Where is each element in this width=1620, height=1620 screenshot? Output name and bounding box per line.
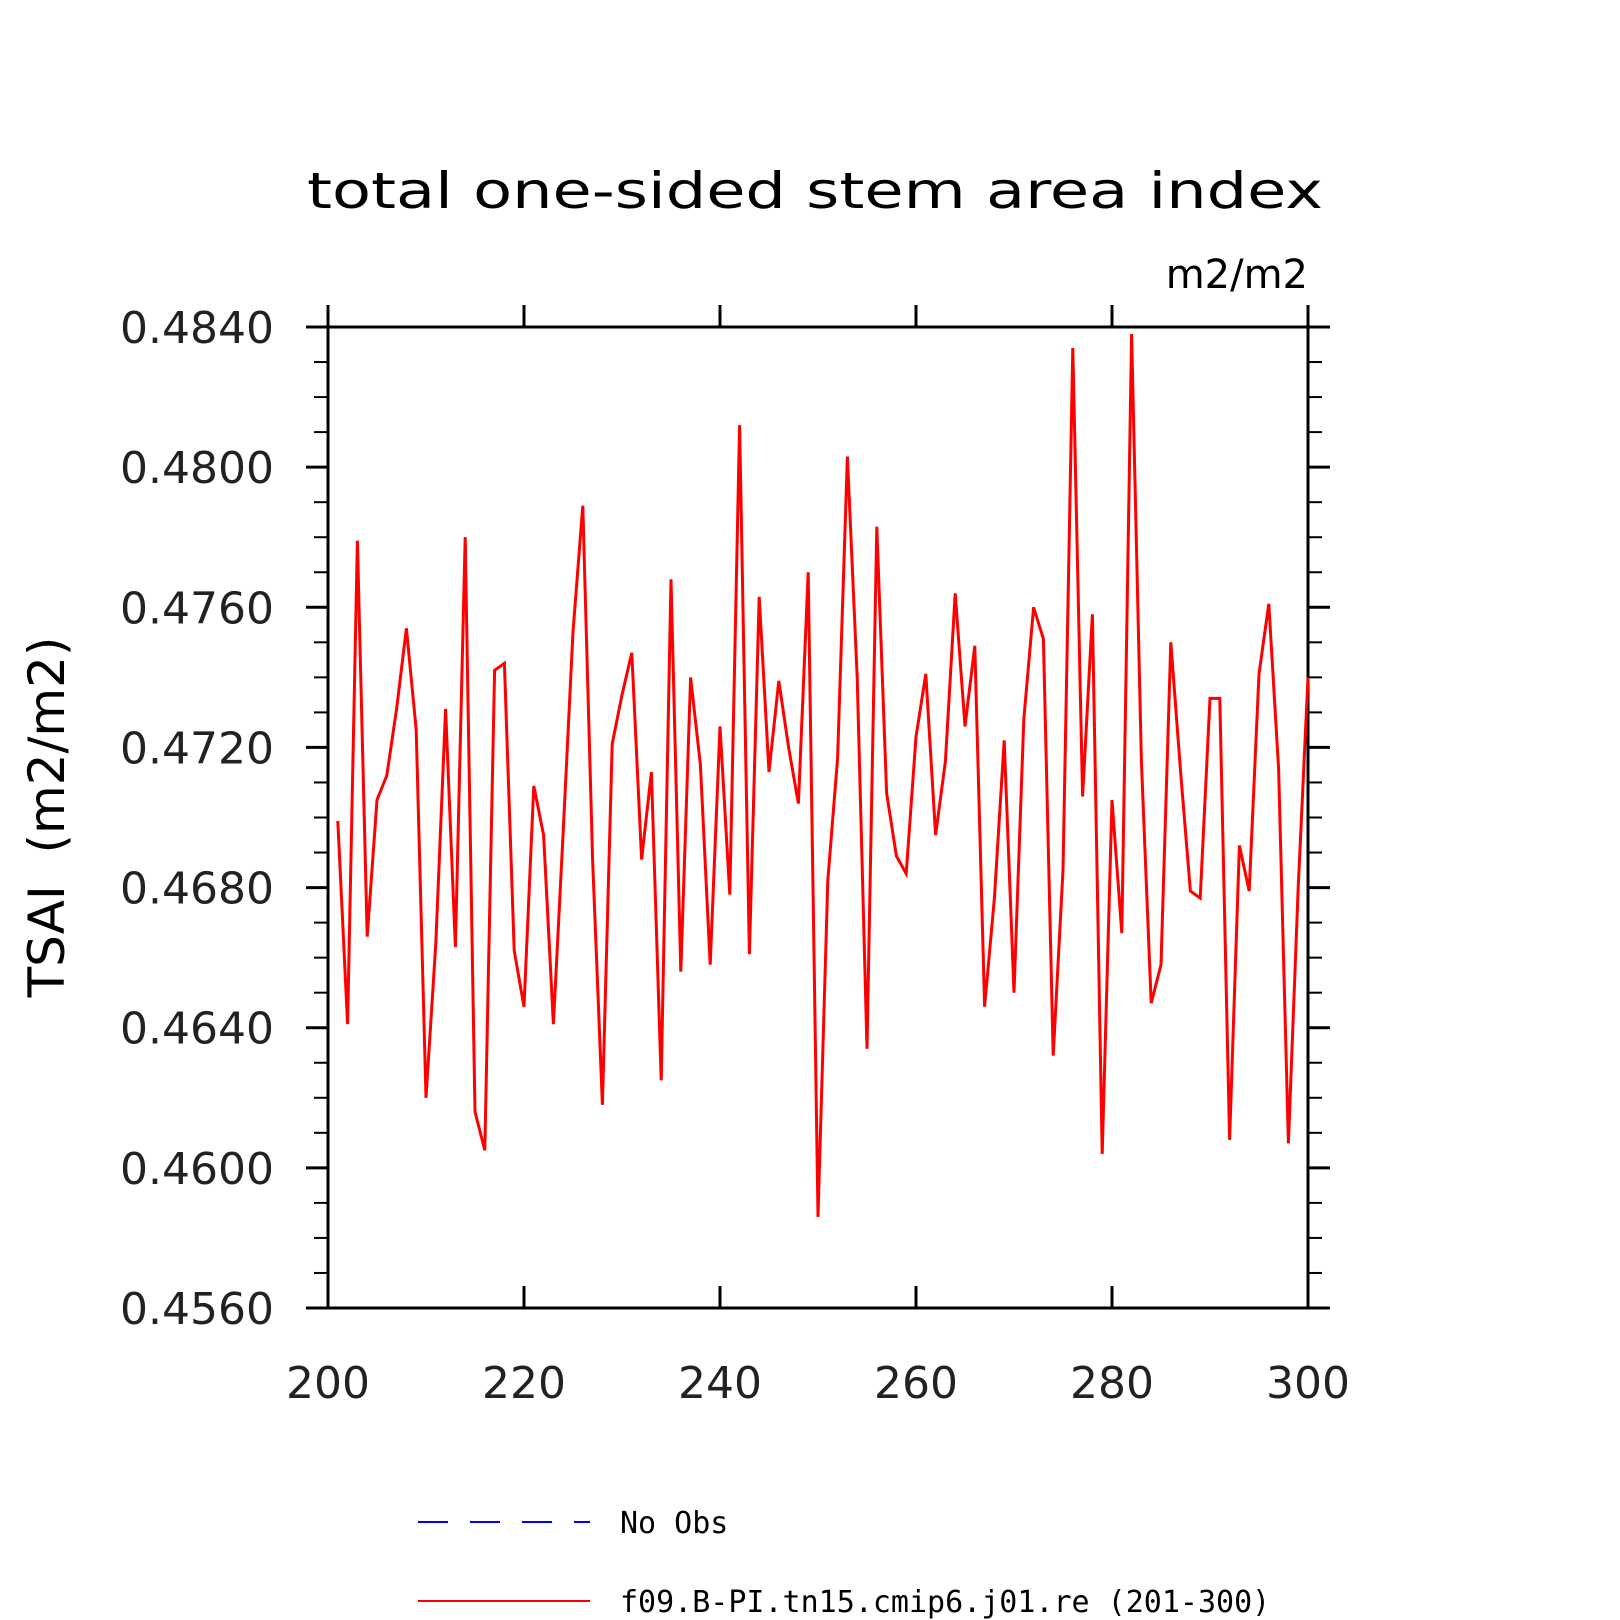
series-line bbox=[336, 333, 1310, 1217]
legend-label: No Obs bbox=[620, 1506, 728, 1541]
y-tick-label: 0.4680 bbox=[120, 864, 274, 915]
chart-title: total one-sided stem area index bbox=[307, 162, 1323, 220]
x-tick-label: 260 bbox=[874, 1358, 958, 1409]
x-tick-label: 200 bbox=[286, 1358, 370, 1409]
y-tick-label: 0.4560 bbox=[120, 1284, 274, 1335]
x-tick-label: 220 bbox=[482, 1358, 566, 1409]
y-tick-label: 0.4640 bbox=[120, 1004, 274, 1055]
x-axis: 200 220 240 260 280 300 bbox=[286, 305, 1350, 1409]
x-tick-label: 280 bbox=[1070, 1358, 1154, 1409]
legend-label: f09.B-PI.tn15.cmip6.j01.re (201-300) bbox=[620, 1585, 1270, 1620]
y-tick-label: 0.4720 bbox=[120, 723, 274, 774]
chart-units: m2/m2 bbox=[1166, 252, 1308, 298]
y-axis: 0.4560 0.4600 0.4640 0.4680 0.4720 0.4760 0.48… bbox=[120, 303, 1330, 1335]
y-tick-label: 0.4600 bbox=[120, 1144, 274, 1195]
y-tick-label: 0.4760 bbox=[120, 583, 274, 634]
y-tick-label: 0.4800 bbox=[120, 443, 274, 494]
y-axis-label: TSAI (m2/m2) bbox=[18, 637, 76, 999]
x-tick-label: 300 bbox=[1266, 1358, 1350, 1409]
x-tick-label: 240 bbox=[678, 1358, 762, 1409]
series-lines bbox=[336, 333, 1310, 1217]
y-tick-label: 0.4840 bbox=[120, 303, 274, 354]
legend: No Obs f09.B-PI.tn15.cmip6.j01.re (201-30… bbox=[418, 1506, 1270, 1620]
